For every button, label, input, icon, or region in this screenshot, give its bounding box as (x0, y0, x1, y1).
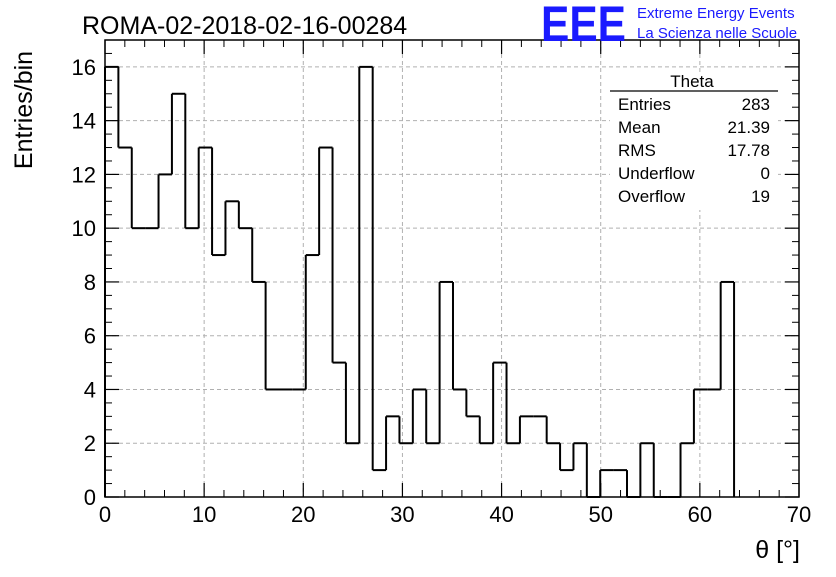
logo-subtitle-2: La Scienza nelle Scuole (637, 25, 797, 42)
y-tick-label: 10 (72, 216, 96, 241)
axis-ticks (104, 39, 800, 498)
y-tick-label: 6 (84, 324, 96, 349)
stats-label-rms: RMS (618, 141, 656, 160)
stats-box-title: Theta (670, 72, 714, 91)
y-tick-label: 4 (84, 377, 96, 402)
tick-labels: 0 10 20 30 40 50 60 70 0 2 4 6 8 10 12 14 16 (72, 55, 812, 527)
y-tick-label: 8 (84, 270, 96, 295)
stats-value-overflow: 19 (751, 187, 770, 206)
logo-subtitle-1: Extreme Energy Events (637, 5, 795, 22)
histogram-bins (104, 65, 736, 498)
stats-label-entries: Entries (618, 95, 671, 114)
x-tick-label: 50 (588, 502, 612, 527)
x-tick-label: 70 (787, 502, 811, 527)
x-tick-label: 0 (99, 502, 111, 527)
eee-logo: EEE (541, 0, 626, 52)
stats-value-mean: 21.39 (727, 118, 770, 137)
x-tick-label: 60 (688, 502, 712, 527)
stats-value-underflow: 0 (761, 164, 770, 183)
y-tick-label: 12 (72, 162, 96, 187)
stats-label-mean: Mean (618, 118, 661, 137)
x-tick-label: 40 (489, 502, 513, 527)
stats-value-entries: 283 (742, 95, 770, 114)
stats-label-overflow: Overflow (618, 187, 686, 206)
y-tick-label: 2 (84, 431, 96, 456)
x-tick-label: 30 (390, 502, 414, 527)
y-tick-label: 0 (84, 485, 96, 510)
x-tick-label: 10 (192, 502, 216, 527)
x-axis-label: θ [°] (755, 536, 800, 564)
stats-label-underflow: Underflow (618, 164, 695, 183)
run-title: ROMA-02-2018-02-16-00284 (82, 12, 407, 40)
y-tick-label: 14 (72, 109, 96, 134)
y-axis-label: Entries/bin (10, 51, 38, 169)
stats-box-background (610, 75, 778, 210)
y-tick-label: 16 (72, 55, 96, 80)
x-tick-label: 20 (291, 502, 315, 527)
stats-value-rms: 17.78 (727, 141, 770, 160)
stats-box: Theta Entries 283 Mean 21.39 RMS 17.78 U… (610, 72, 778, 210)
